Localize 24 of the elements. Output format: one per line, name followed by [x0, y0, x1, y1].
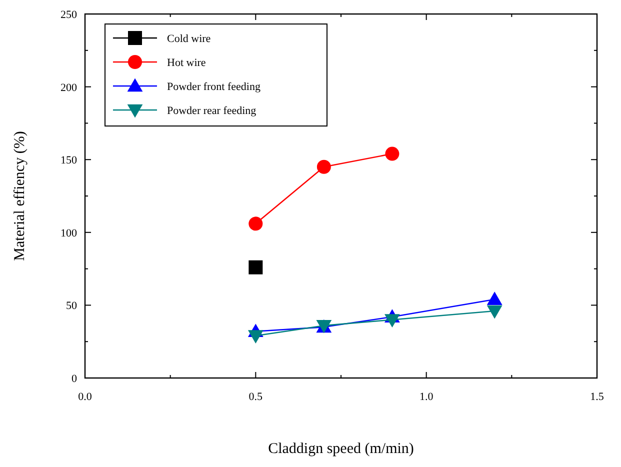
x-tick-label: 1.5 [590, 391, 604, 403]
y-tick-label: 150 [60, 154, 78, 167]
y-axis-title: Material effiency (%) [12, 131, 28, 261]
point [384, 314, 400, 328]
legend-label: Powder rear feeding [167, 105, 257, 117]
y-tick-label: 200 [60, 82, 78, 94]
point [486, 305, 502, 319]
point [248, 330, 264, 344]
legend-label: Hot wire [167, 57, 206, 69]
y-tick-label: 100 [60, 227, 78, 240]
point [385, 146, 400, 161]
y-tick-label: 50 [66, 300, 78, 312]
point [486, 292, 502, 305]
legend-label: Cold wire [167, 33, 211, 45]
y-tick-label: 250 [60, 9, 78, 21]
point [316, 160, 331, 174]
legend-label: Powder front feeding [167, 81, 261, 93]
y-tick-label: 0 [72, 373, 78, 385]
point [248, 216, 263, 231]
x-tick-label: 0.5 [248, 391, 264, 403]
x-tick-label: 0.0 [78, 391, 92, 403]
point [248, 260, 263, 274]
x-tick-label: 1.0 [419, 391, 434, 403]
x-axis-title: Claddign speed (m/min) [268, 441, 414, 457]
